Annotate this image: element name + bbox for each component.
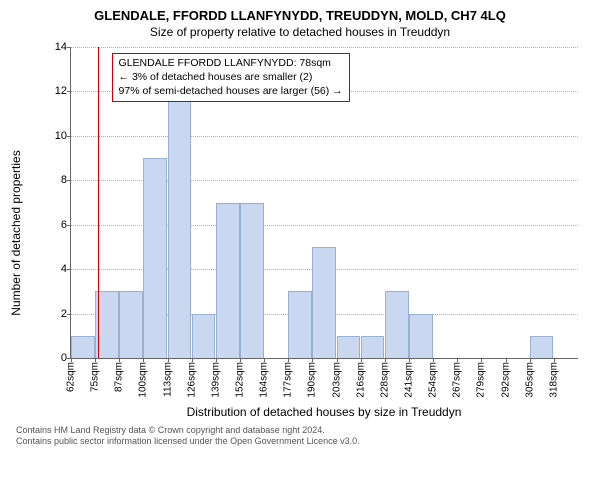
xtick-label: 75sqm — [90, 362, 101, 392]
histogram-bar — [530, 336, 554, 358]
histogram-bar — [192, 314, 216, 358]
chart-title: GLENDALE, FFORDD LLANFYNYDD, TREUDDYN, M… — [10, 8, 590, 23]
histogram-bar — [409, 314, 433, 358]
histogram-bar — [288, 291, 312, 358]
xtick-label: 228sqm — [379, 362, 390, 398]
chart-subtitle: Size of property relative to detached ho… — [10, 25, 590, 39]
legend-box: GLENDALE FFORDD LLANFYNYDD: 78sqm← 3% of… — [112, 53, 350, 102]
xtick-label: 305sqm — [524, 362, 535, 398]
xtick-label: 203sqm — [331, 362, 342, 398]
histogram-bar — [337, 336, 361, 358]
ytick-label: 14 — [55, 41, 67, 53]
y-axis-label: Number of detached properties — [9, 150, 23, 315]
xtick-label: 216sqm — [355, 362, 366, 398]
histogram-bar — [312, 247, 336, 358]
histogram-bar — [168, 91, 192, 358]
xtick-label: 241sqm — [404, 362, 415, 398]
ytick-label: 2 — [61, 308, 67, 320]
histogram-bar — [216, 203, 240, 359]
xtick-label: 177sqm — [283, 362, 294, 398]
plot-area: 0246810121462sqm75sqm87sqm100sqm113sqm12… — [70, 47, 578, 359]
ytick-mark — [67, 269, 71, 270]
property-marker-line — [98, 47, 99, 358]
xtick-label: 152sqm — [235, 362, 246, 398]
xtick-label: 139sqm — [210, 362, 221, 398]
footer-attribution: Contains HM Land Registry data © Crown c… — [16, 425, 590, 448]
legend-line: ← 3% of detached houses are smaller (2) — [119, 71, 343, 85]
ytick-mark — [67, 47, 71, 48]
ytick-label: 4 — [61, 263, 67, 275]
xtick-label: 126sqm — [186, 362, 197, 398]
ytick-label: 6 — [61, 219, 67, 231]
xtick-label: 87sqm — [114, 362, 125, 392]
xtick-label: 113sqm — [162, 362, 173, 397]
ytick-mark — [67, 91, 71, 92]
gridline — [71, 136, 578, 137]
histogram-bar — [143, 158, 167, 358]
histogram-bar — [361, 336, 385, 358]
legend-line: GLENDALE FFORDD LLANFYNYDD: 78sqm — [119, 57, 343, 71]
chart-container: GLENDALE, FFORDD LLANFYNYDD, TREUDDYN, M… — [0, 0, 600, 500]
x-axis-label: Distribution of detached houses by size … — [70, 405, 578, 419]
ytick-label: 12 — [55, 85, 67, 97]
histogram-bar — [95, 291, 119, 358]
xtick-label: 318sqm — [548, 362, 559, 398]
legend-line: 97% of semi-detached houses are larger (… — [119, 85, 343, 99]
xtick-label: 267sqm — [452, 362, 463, 398]
ytick-label: 10 — [55, 130, 67, 142]
ytick-mark — [67, 180, 71, 181]
footer-line-2: Contains public sector information licen… — [16, 436, 590, 447]
gridline — [71, 47, 578, 48]
xtick-label: 254sqm — [428, 362, 439, 398]
ytick-mark — [67, 225, 71, 226]
xtick-label: 62sqm — [66, 362, 77, 392]
ytick-mark — [67, 136, 71, 137]
histogram-bar — [385, 291, 409, 358]
xtick-label: 279sqm — [476, 362, 487, 398]
footer-line-1: Contains HM Land Registry data © Crown c… — [16, 425, 590, 436]
xtick-label: 190sqm — [307, 362, 318, 398]
xtick-label: 292sqm — [500, 362, 511, 398]
xtick-label: 100sqm — [138, 362, 149, 398]
histogram-bar — [240, 203, 264, 359]
histogram-bar — [71, 336, 95, 358]
histogram-bar — [119, 291, 143, 358]
xtick-label: 164sqm — [259, 362, 270, 398]
ytick-mark — [67, 314, 71, 315]
ytick-label: 8 — [61, 174, 67, 186]
chart-area: Number of detached properties 0246810121… — [46, 43, 582, 423]
